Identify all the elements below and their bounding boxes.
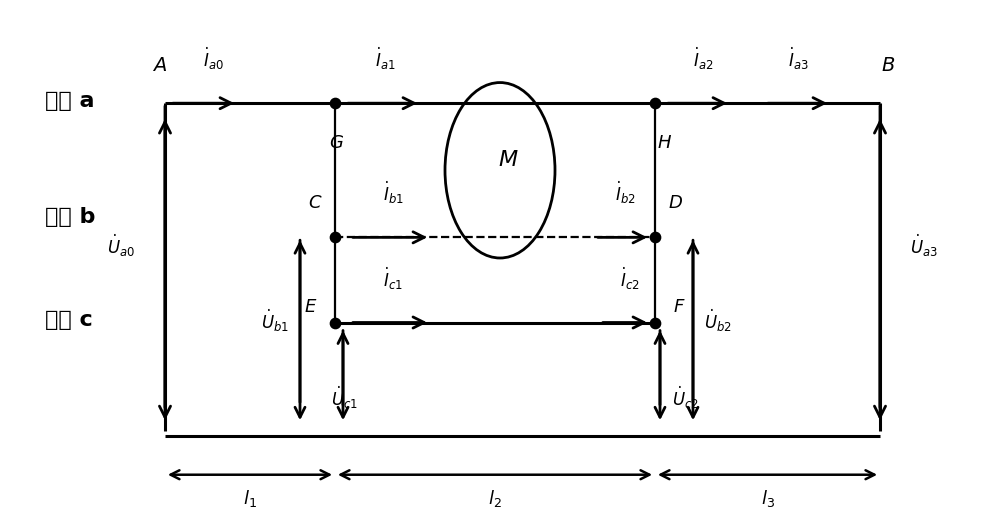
Text: $A$: $A$ xyxy=(152,57,168,75)
Text: $l_3$: $l_3$ xyxy=(761,488,774,509)
Text: 线路 a: 线路 a xyxy=(45,91,94,110)
Text: $G$: $G$ xyxy=(329,134,345,152)
Text: $l_1$: $l_1$ xyxy=(243,488,257,509)
Text: $B$: $B$ xyxy=(881,57,895,75)
Text: $C$: $C$ xyxy=(308,194,322,212)
Text: $\dot{U}_{c2}$: $\dot{U}_{c2}$ xyxy=(672,384,698,411)
Text: 线路 c: 线路 c xyxy=(45,310,93,330)
Point xyxy=(647,99,663,107)
Point xyxy=(647,318,663,327)
Text: $\dot{I}_{a2}$: $\dot{I}_{a2}$ xyxy=(693,46,713,72)
Text: $\dot{I}_{a0}$: $\dot{I}_{a0}$ xyxy=(203,46,223,72)
Text: 线路 b: 线路 b xyxy=(45,207,95,227)
Text: $\dot{I}_{b1}$: $\dot{I}_{b1}$ xyxy=(383,180,403,206)
Text: $\dot{I}_{b2}$: $\dot{I}_{b2}$ xyxy=(615,180,635,206)
Point xyxy=(327,318,343,327)
Point xyxy=(327,99,343,107)
Text: $\dot{U}_{c1}$: $\dot{U}_{c1}$ xyxy=(331,384,359,411)
Text: $\dot{I}_{a1}$: $\dot{I}_{a1}$ xyxy=(375,46,395,72)
Text: $\dot{U}_{b2}$: $\dot{U}_{b2}$ xyxy=(704,308,732,334)
Text: $F$: $F$ xyxy=(673,298,686,316)
Text: $\dot{I}_{a3}$: $\dot{I}_{a3}$ xyxy=(788,46,808,72)
Text: $M$: $M$ xyxy=(498,149,518,171)
Text: $E$: $E$ xyxy=(304,298,317,316)
Text: $\dot{I}_{c1}$: $\dot{I}_{c1}$ xyxy=(383,265,403,292)
Text: $l_2$: $l_2$ xyxy=(488,488,502,509)
Text: $H$: $H$ xyxy=(657,134,673,152)
Text: $D$: $D$ xyxy=(668,194,682,212)
Point xyxy=(647,233,663,241)
Text: $\dot{U}_{a3}$: $\dot{U}_{a3}$ xyxy=(910,233,938,260)
Point xyxy=(327,233,343,241)
Text: $\dot{U}_{a0}$: $\dot{U}_{a0}$ xyxy=(107,233,135,260)
Text: $\dot{I}_{c2}$: $\dot{I}_{c2}$ xyxy=(620,265,640,292)
Text: $\dot{U}_{b1}$: $\dot{U}_{b1}$ xyxy=(261,308,289,334)
